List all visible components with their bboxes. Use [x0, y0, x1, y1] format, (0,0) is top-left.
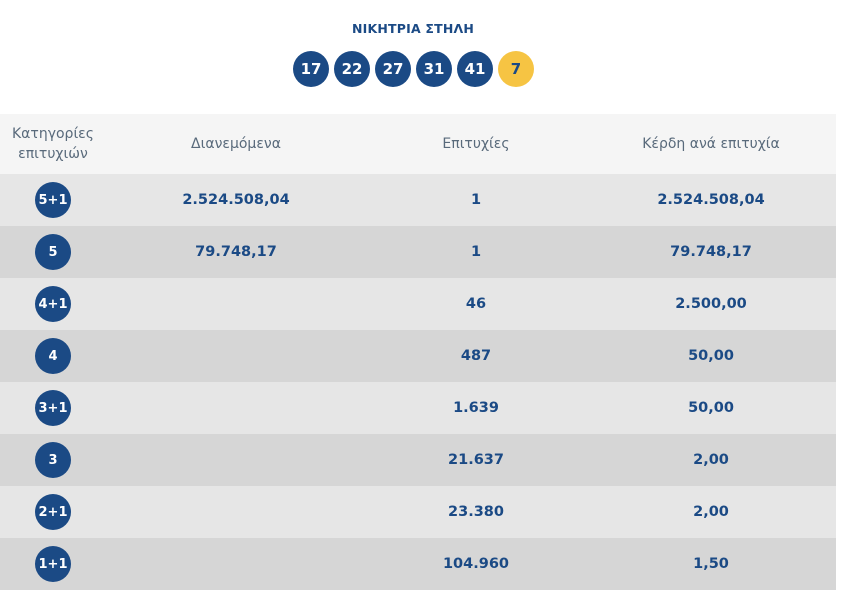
- category-badge: 5: [35, 234, 71, 270]
- prize-cell: 50,00: [688, 400, 734, 416]
- number-ball: 41: [457, 51, 493, 87]
- winning-line-title: ΝΙΚΗΤΡΙΑ ΣΤΗΛΗ: [351, 21, 475, 36]
- header-winners: Επιτυχίες: [442, 136, 510, 152]
- table-row: 1+1 104.960 1,50: [0, 538, 836, 590]
- prize-cell: 2.500,00: [675, 296, 747, 312]
- number-ball: 17: [293, 51, 329, 87]
- category-badge: 2+1: [35, 494, 71, 530]
- category-badge: 3: [35, 442, 71, 478]
- category-badge: 4: [35, 338, 71, 374]
- prize-cell: 2.524.508,04: [657, 192, 765, 208]
- number-ball: 27: [375, 51, 411, 87]
- distributed-cell: 2.524.508,04: [182, 192, 290, 208]
- number-ball: 31: [416, 51, 452, 87]
- prize-cell: 50,00: [688, 348, 734, 364]
- prize-table: Κατηγορίες επιτυχιών Διανεμόμενα Επιτυχί…: [0, 114, 836, 590]
- table-row: 4+1 46 2.500,00: [0, 278, 836, 330]
- bonus-ball: 7: [498, 51, 534, 87]
- winners-cell: 1: [470, 244, 482, 260]
- table-row: 4 487 50,00: [0, 330, 836, 382]
- prize-cell: 79.748,17: [670, 244, 752, 260]
- distributed-cell: 79.748,17: [195, 244, 277, 260]
- winners-cell: 21.637: [448, 452, 504, 468]
- table-row: 5 79.748,17 1 79.748,17: [0, 226, 836, 278]
- category-badge: 4+1: [35, 286, 71, 322]
- table-row: 3 21.637 2,00: [0, 434, 836, 486]
- table-row: 3+1 1.639 50,00: [0, 382, 836, 434]
- winners-cell: 487: [460, 348, 492, 364]
- winners-cell: 46: [465, 296, 487, 312]
- number-ball: 22: [334, 51, 370, 87]
- table-header: Κατηγορίες επιτυχιών Διανεμόμενα Επιτυχί…: [0, 114, 836, 174]
- category-badge: 3+1: [35, 390, 71, 426]
- prize-cell: 1,50: [693, 556, 729, 572]
- winning-line-section: ΝΙΚΗΤΡΙΑ ΣΤΗΛΗ 17 22 27 31 41 7: [0, 0, 850, 114]
- winning-numbers: 17 22 27 31 41 7: [293, 51, 539, 87]
- category-badge: 1+1: [35, 546, 71, 582]
- winners-cell: 1.639: [453, 400, 499, 416]
- winners-cell: 104.960: [442, 556, 510, 572]
- winners-cell: 1: [470, 192, 482, 208]
- prize-cell: 2,00: [693, 504, 729, 520]
- category-badge: 5+1: [35, 182, 71, 218]
- table-row: 5+1 2.524.508,04 1 2.524.508,04: [0, 174, 836, 226]
- prize-cell: 2,00: [693, 452, 729, 468]
- header-distributed: Διανεμόμενα: [191, 136, 281, 152]
- table-row: 2+1 23.380 2,00: [0, 486, 836, 538]
- winners-cell: 23.380: [448, 504, 504, 520]
- header-category: Κατηγορίες επιτυχιών: [12, 126, 94, 162]
- header-prize: Κέρδη ανά επιτυχία: [642, 136, 780, 152]
